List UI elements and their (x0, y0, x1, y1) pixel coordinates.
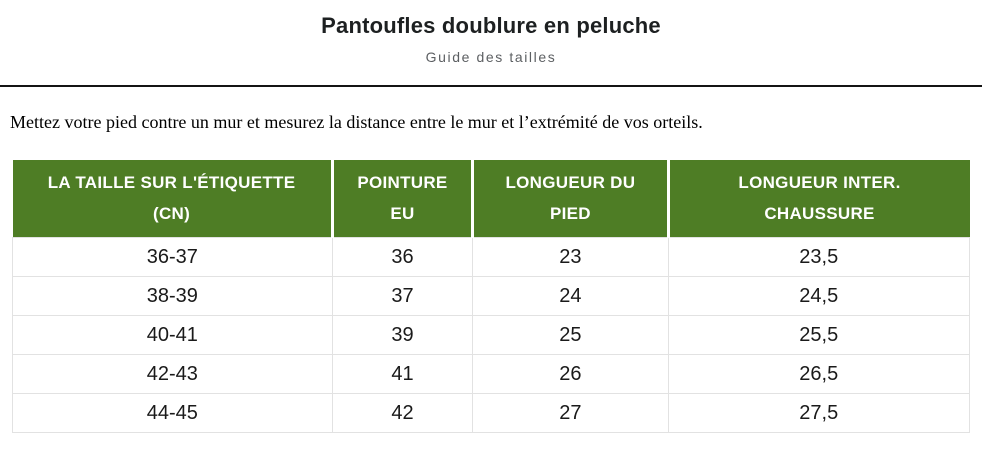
table-body: 36-37 36 23 23,5 38-39 37 24 24,5 40-41 … (12, 237, 971, 434)
table-cell: 38-39 (12, 276, 333, 317)
table-cell: 44-45 (12, 393, 333, 434)
table-row: 42-43 41 26 26,5 (12, 354, 971, 395)
table-header-row: LA TAILLE SUR L'ÉTIQUETTE (CN) POINTURE … (12, 159, 970, 238)
table-cell: 36 (331, 237, 474, 278)
table-row: 40-41 39 25 25,5 (12, 315, 971, 356)
table-cell: 25,5 (667, 315, 971, 356)
table-cell: 23 (472, 237, 669, 278)
table-cell: 42 (331, 393, 474, 434)
table-cell: 41 (331, 354, 474, 395)
size-table: LA TAILLE SUR L'ÉTIQUETTE (CN) POINTURE … (12, 159, 971, 434)
size-guide-page: Pantoufles doublure en peluche Guide des… (0, 0, 982, 434)
column-header-longueur-inter: LONGUEUR INTER. CHAUSSURE (666, 159, 970, 238)
table-cell: 40-41 (12, 315, 333, 356)
column-header-line: CHAUSSURE (764, 203, 875, 223)
table-cell: 25 (472, 315, 669, 356)
table-cell: 24 (472, 276, 669, 317)
header-divider (0, 85, 982, 88)
table-cell: 26 (472, 354, 669, 395)
table-row: 36-37 36 23 23,5 (12, 237, 971, 278)
table-cell: 37 (331, 276, 474, 317)
column-header-line: POINTURE (357, 172, 448, 192)
page-subtitle: Guide des tailles (425, 49, 557, 66)
page-header: Pantoufles doublure en peluche Guide des… (0, 0, 982, 66)
table-cell: 39 (331, 315, 474, 356)
instruction-text: Mettez votre pied contre un mur et mesur… (10, 112, 703, 133)
page-title: Pantoufles doublure en peluche (321, 13, 661, 38)
table-header: LA TAILLE SUR L'ÉTIQUETTE (CN) POINTURE … (12, 159, 970, 238)
table-cell: 24,5 (667, 276, 971, 317)
column-header-line: LONGUEUR DU (505, 172, 636, 192)
column-header-line: LA TAILLE SUR L'ÉTIQUETTE (47, 172, 296, 192)
table-row: 38-39 37 24 24,5 (12, 276, 971, 317)
table-cell: 23,5 (667, 237, 971, 278)
table-cell: 26,5 (667, 354, 971, 395)
column-header-line: EU (390, 203, 415, 223)
column-header-longueur-pied: LONGUEUR DU PIED (471, 159, 669, 238)
table-row: 44-45 42 27 27,5 (12, 393, 971, 434)
table-cell: 27 (472, 393, 669, 434)
column-header-line: PIED (549, 203, 591, 223)
table-cell: 36-37 (12, 237, 333, 278)
table-cell: 27,5 (667, 393, 971, 434)
table-cell: 42-43 (12, 354, 333, 395)
column-header-pointure-eu: POINTURE EU (330, 159, 473, 238)
column-header-label-cn: LA TAILLE SUR L'ÉTIQUETTE (CN) (12, 159, 333, 238)
column-header-line: (CN) (153, 203, 191, 223)
column-header-line: LONGUEUR INTER. (738, 172, 901, 192)
